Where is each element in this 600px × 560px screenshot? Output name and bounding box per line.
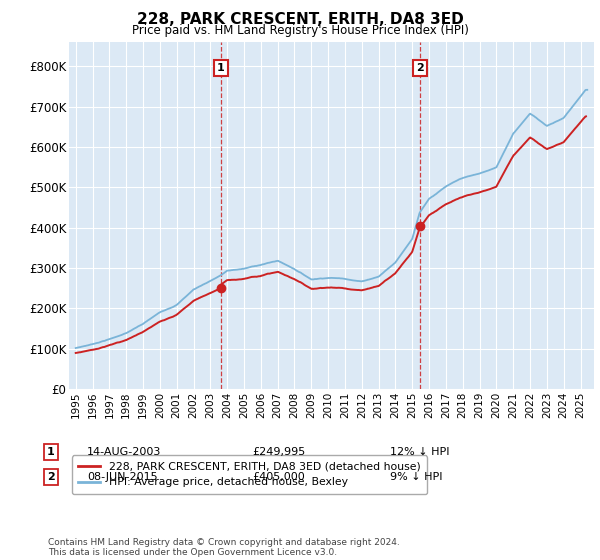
Text: 2: 2 (47, 472, 55, 482)
Text: £405,000: £405,000 (252, 472, 305, 482)
Text: 2: 2 (416, 63, 424, 73)
Text: 14-AUG-2003: 14-AUG-2003 (87, 447, 161, 457)
Text: 1: 1 (217, 63, 224, 73)
Text: 228, PARK CRESCENT, ERITH, DA8 3ED: 228, PARK CRESCENT, ERITH, DA8 3ED (137, 12, 463, 27)
Legend: 228, PARK CRESCENT, ERITH, DA8 3ED (detached house), HPI: Average price, detache: 228, PARK CRESCENT, ERITH, DA8 3ED (deta… (72, 455, 427, 494)
Text: 12% ↓ HPI: 12% ↓ HPI (390, 447, 449, 457)
Text: £249,995: £249,995 (252, 447, 305, 457)
Text: 08-JUN-2015: 08-JUN-2015 (87, 472, 158, 482)
Text: 9% ↓ HPI: 9% ↓ HPI (390, 472, 443, 482)
Text: Contains HM Land Registry data © Crown copyright and database right 2024.
This d: Contains HM Land Registry data © Crown c… (48, 538, 400, 557)
Text: 1: 1 (47, 447, 55, 457)
Text: Price paid vs. HM Land Registry's House Price Index (HPI): Price paid vs. HM Land Registry's House … (131, 24, 469, 36)
